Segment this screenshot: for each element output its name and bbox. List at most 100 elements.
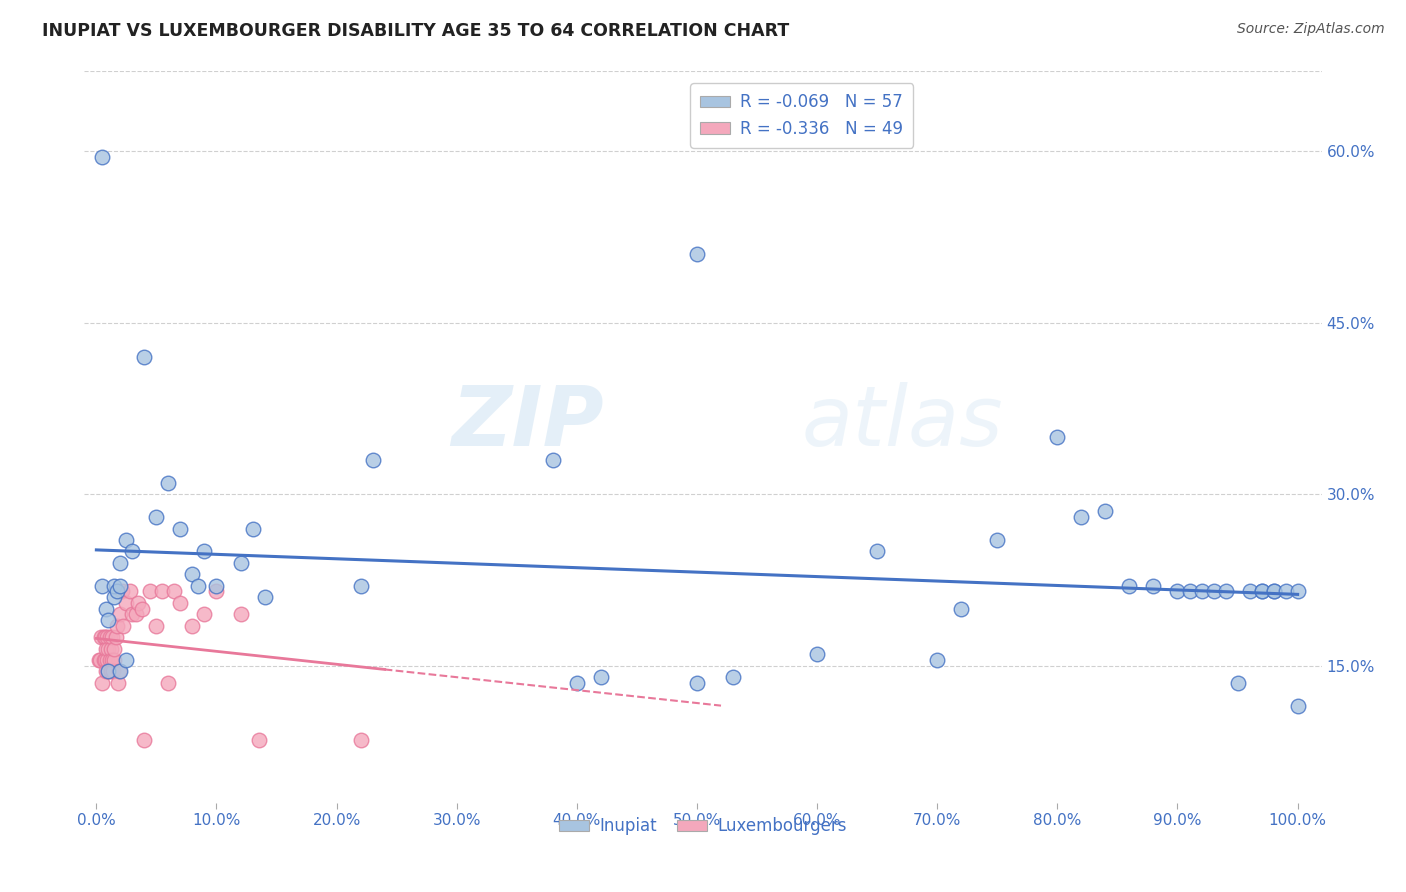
Point	[93, 653, 115, 667]
Point	[229, 607, 252, 622]
Point	[589, 670, 612, 684]
Point	[91, 579, 114, 593]
Point	[97, 613, 120, 627]
Point	[1250, 584, 1272, 599]
Point	[121, 607, 143, 622]
Point	[107, 675, 129, 690]
Point	[1286, 698, 1309, 713]
Point	[97, 665, 120, 679]
Point	[98, 653, 121, 667]
Point	[115, 533, 138, 547]
Point	[229, 556, 252, 570]
Point	[157, 475, 180, 490]
Point	[134, 350, 156, 364]
Point	[139, 584, 162, 599]
Point	[104, 630, 127, 644]
Point	[96, 630, 118, 644]
Point	[205, 579, 228, 593]
Point	[686, 247, 709, 261]
Point	[98, 630, 121, 644]
Point	[90, 630, 112, 644]
Point	[169, 596, 191, 610]
Point	[157, 675, 180, 690]
Point	[541, 453, 564, 467]
Point	[125, 607, 148, 622]
Point	[1239, 584, 1261, 599]
Point	[131, 601, 153, 615]
Point	[361, 453, 384, 467]
Point	[93, 630, 115, 644]
Point	[103, 641, 125, 656]
Point	[89, 653, 111, 667]
Point	[103, 665, 125, 679]
Point	[350, 733, 373, 747]
Point	[187, 579, 209, 593]
Point	[1094, 504, 1116, 518]
Point	[101, 630, 124, 644]
Point	[118, 584, 141, 599]
Point	[110, 579, 132, 593]
Point	[91, 150, 114, 164]
Point	[103, 579, 125, 593]
Point	[110, 584, 132, 599]
Point	[169, 521, 191, 535]
Point	[350, 579, 373, 593]
Text: ZIP: ZIP	[451, 382, 605, 463]
Point	[105, 584, 128, 599]
Point	[115, 653, 138, 667]
Point	[145, 618, 167, 632]
Point	[927, 653, 949, 667]
Point	[110, 665, 132, 679]
Point	[1250, 584, 1272, 599]
Point	[152, 584, 174, 599]
Point	[1118, 579, 1140, 593]
Point	[181, 567, 204, 582]
Point	[103, 590, 125, 604]
Point	[94, 601, 117, 615]
Legend: Inupiat, Luxembourgers: Inupiat, Luxembourgers	[553, 811, 853, 842]
Point	[193, 544, 215, 558]
Point	[806, 647, 828, 661]
Point	[91, 675, 114, 690]
Point	[950, 601, 973, 615]
Point	[1274, 584, 1296, 599]
Point	[1191, 584, 1213, 599]
Text: Source: ZipAtlas.com: Source: ZipAtlas.com	[1237, 22, 1385, 37]
Point	[94, 653, 117, 667]
Point	[127, 596, 149, 610]
Point	[205, 584, 228, 599]
Point	[87, 653, 110, 667]
Point	[1263, 584, 1285, 599]
Point	[111, 618, 134, 632]
Point	[121, 544, 143, 558]
Point	[97, 665, 120, 679]
Point	[115, 596, 138, 610]
Point	[253, 590, 276, 604]
Point	[1178, 584, 1201, 599]
Point	[94, 630, 117, 644]
Point	[101, 653, 124, 667]
Point	[1046, 430, 1069, 444]
Point	[103, 653, 125, 667]
Point	[1202, 584, 1225, 599]
Point	[108, 665, 131, 679]
Point	[1215, 584, 1237, 599]
Point	[193, 607, 215, 622]
Point	[181, 618, 204, 632]
Point	[1226, 675, 1249, 690]
Point	[110, 607, 132, 622]
Point	[110, 556, 132, 570]
Point	[1263, 584, 1285, 599]
Point	[96, 653, 118, 667]
Text: INUPIAT VS LUXEMBOURGER DISABILITY AGE 35 TO 64 CORRELATION CHART: INUPIAT VS LUXEMBOURGER DISABILITY AGE 3…	[42, 22, 789, 40]
Point	[1166, 584, 1188, 599]
Point	[100, 665, 122, 679]
Point	[1142, 579, 1164, 593]
Point	[97, 641, 120, 656]
Point	[686, 675, 709, 690]
Point	[565, 675, 588, 690]
Point	[145, 510, 167, 524]
Point	[100, 641, 122, 656]
Point	[721, 670, 744, 684]
Point	[247, 733, 270, 747]
